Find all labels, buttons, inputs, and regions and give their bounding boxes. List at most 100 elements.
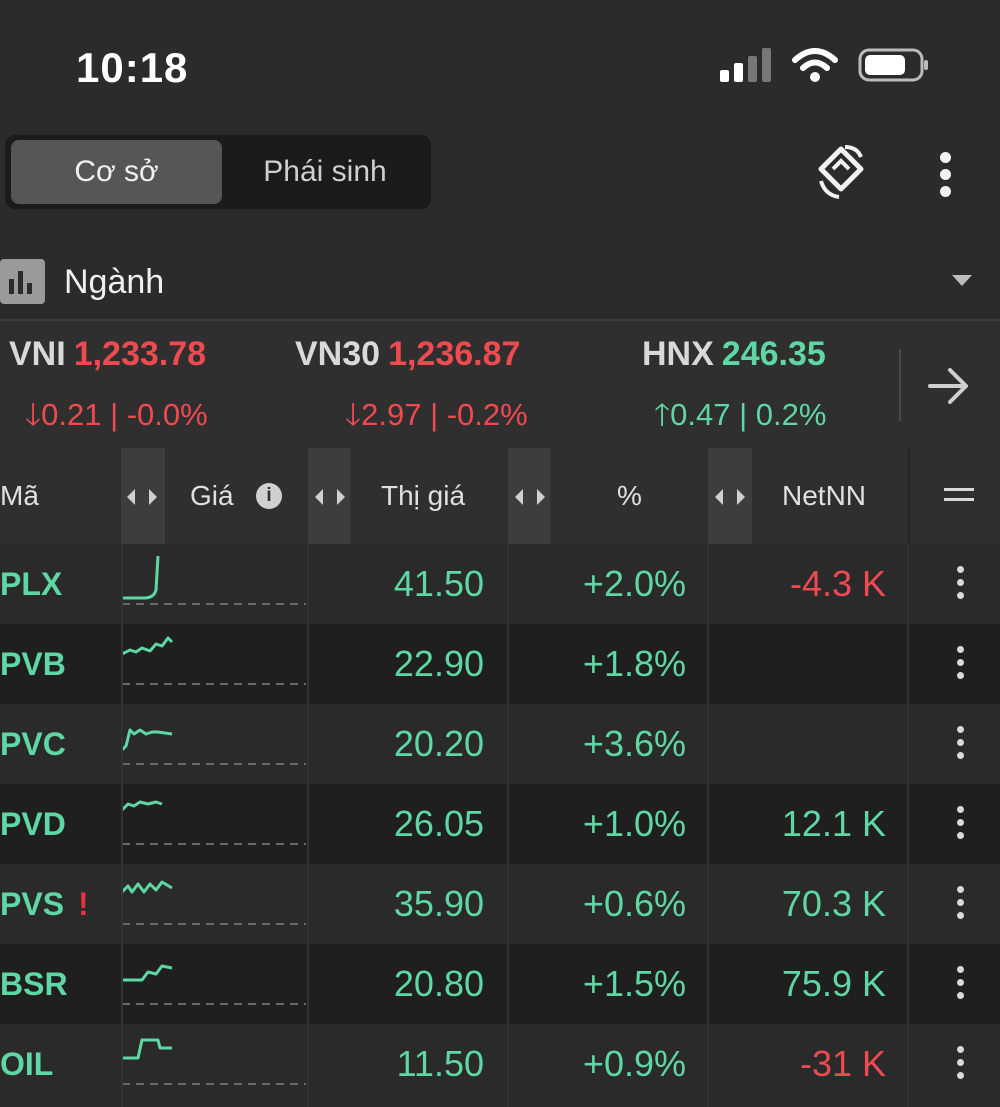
sector-label: Ngành xyxy=(64,263,165,301)
sparkline-chart xyxy=(122,800,306,845)
status-icons xyxy=(720,48,930,82)
stock-percent: +0.9% xyxy=(582,1043,686,1084)
index-change: 0.47 | 0.2% xyxy=(670,397,827,432)
index-name: HNX xyxy=(642,335,714,373)
index-value: 1,236.87 xyxy=(388,335,521,373)
chevron-left-right-icon xyxy=(127,489,157,505)
stock-netnn xyxy=(710,624,886,704)
warning-icon: ! xyxy=(78,886,89,922)
stock-percent: +1.8% xyxy=(582,643,686,684)
index-value: 246.35 xyxy=(721,335,826,373)
chevron-left-right-icon xyxy=(715,489,745,505)
stock-percent: +3.6% xyxy=(582,723,686,764)
arrow-up-icon: 🡑 xyxy=(654,397,671,432)
column-divider xyxy=(507,544,509,1107)
tab-co-so[interactable]: Cơ sở xyxy=(11,140,222,204)
menu-icon[interactable] xyxy=(944,488,974,501)
stock-percent: +1.0% xyxy=(582,803,686,844)
index-name: VN30 xyxy=(295,335,381,373)
stock-symbol: PVB xyxy=(0,646,66,682)
more-vertical-icon[interactable] xyxy=(957,886,965,925)
stock-percent: +2.0% xyxy=(582,563,686,604)
table-row[interactable]: PLX 41.50 +2.0% -4.3 K xyxy=(0,544,1000,624)
clock: 10:18 xyxy=(76,44,189,91)
more-vertical-icon[interactable] xyxy=(957,646,965,685)
stock-symbol: PVS! xyxy=(0,886,89,922)
stock-netnn: 70.3 K xyxy=(781,883,886,924)
rotate-icon[interactable] xyxy=(815,145,867,201)
stock-netnn: 12.1 K xyxy=(781,803,886,844)
index-hnx[interactable]: HNX 246.35 🡑0.47 | 0.2% xyxy=(642,335,826,445)
stock-price: 41.50 xyxy=(393,563,484,604)
index-value: 1,233.78 xyxy=(73,335,207,373)
battery-icon xyxy=(858,48,928,82)
header-price-chart[interactable]: Giá xyxy=(190,480,234,511)
stock-symbol: PVC xyxy=(0,726,66,762)
sparkline-chart xyxy=(122,964,306,1005)
stock-price: 20.20 xyxy=(393,723,484,764)
stock-netnn xyxy=(710,704,886,784)
stock-price: 20.80 xyxy=(393,963,484,1004)
stock-netnn: 75.9 K xyxy=(781,963,886,1004)
stock-netnn: -31 K xyxy=(799,1043,886,1084)
table-header: Mã Giá i Thị giá % NetNN xyxy=(0,448,1000,544)
stock-price: 11.50 xyxy=(396,1043,484,1084)
sparkline-chart xyxy=(122,880,306,925)
chevron-down-icon xyxy=(952,275,972,286)
chevron-left-right-icon xyxy=(515,489,545,505)
sparkline-chart xyxy=(122,728,306,765)
table-row[interactable]: PVB 22.90 +1.8% xyxy=(0,624,1000,704)
more-vertical-icon[interactable] xyxy=(957,966,965,1005)
header-netnn[interactable]: NetNN xyxy=(782,480,867,511)
column-divider xyxy=(707,544,709,1107)
table-row[interactable]: PVC 20.20 +3.6% xyxy=(0,704,1000,784)
stock-symbol: PVD xyxy=(0,806,66,842)
stock-netnn: -4.3 K xyxy=(789,563,886,604)
bar-chart-icon xyxy=(0,259,45,304)
table-row[interactable]: OIL 11.50 +0.9% -31 K xyxy=(0,1024,1000,1104)
more-vertical-icon[interactable] xyxy=(940,152,952,197)
table-row[interactable]: BSR 20.80 +1.5% 75.9 K xyxy=(0,944,1000,1024)
stock-price: 26.05 xyxy=(393,803,484,844)
index-name: VNI xyxy=(9,335,66,373)
index-change: 0.21 | -0.0% xyxy=(41,397,208,432)
more-vertical-icon[interactable] xyxy=(957,1046,965,1085)
column-divider xyxy=(307,544,309,1107)
column-resize-handle[interactable] xyxy=(708,448,752,544)
divider xyxy=(908,448,910,544)
column-divider xyxy=(121,544,123,1107)
index-vn30[interactable]: VN30 1,236.87 🡓2.97 | -0.2% xyxy=(295,335,528,445)
more-vertical-icon[interactable] xyxy=(957,566,965,605)
stock-percent: +1.5% xyxy=(582,963,686,1004)
stock-symbol: OIL xyxy=(0,1046,54,1082)
table-row[interactable]: PVS! 35.90 +0.6% 70.3 K xyxy=(0,864,1000,944)
wifi-icon xyxy=(792,48,838,82)
chevron-left-right-icon xyxy=(315,489,345,505)
sparkline-chart xyxy=(122,555,306,605)
divider xyxy=(899,349,901,421)
sector-selector[interactable]: Ngành xyxy=(0,245,1000,319)
arrow-down-icon: 🡓 xyxy=(25,397,42,432)
status-bar: 10:18 xyxy=(0,0,1000,130)
arrow-right-icon[interactable] xyxy=(928,367,970,405)
market-segment-control: Cơ sở Phái sinh xyxy=(5,135,431,209)
divider xyxy=(0,319,1000,321)
more-vertical-icon[interactable] xyxy=(957,806,965,845)
header-symbol[interactable]: Mã xyxy=(0,480,39,511)
header-percent[interactable]: % xyxy=(617,480,642,511)
stock-percent: +0.6% xyxy=(582,883,686,924)
stock-symbol: BSR xyxy=(0,966,68,1002)
info-icon[interactable]: i xyxy=(256,483,282,509)
tab-phai-sinh[interactable]: Phái sinh xyxy=(263,155,387,188)
index-change: 2.97 | -0.2% xyxy=(361,397,528,432)
more-vertical-icon[interactable] xyxy=(957,726,965,765)
table-row[interactable]: PVD 26.05 +1.0% 12.1 K xyxy=(0,784,1000,864)
column-divider xyxy=(907,544,909,1107)
stock-price: 35.90 xyxy=(393,883,484,924)
arrow-down-icon: 🡓 xyxy=(345,397,362,432)
stock-symbol: PLX xyxy=(0,566,63,602)
sparkline-chart xyxy=(122,636,306,685)
sparkline-chart xyxy=(122,1038,306,1085)
index-vni[interactable]: VNI 1,233.78 🡓0.21 | -0.0% xyxy=(9,335,208,445)
header-price[interactable]: Thị giá xyxy=(381,480,466,511)
